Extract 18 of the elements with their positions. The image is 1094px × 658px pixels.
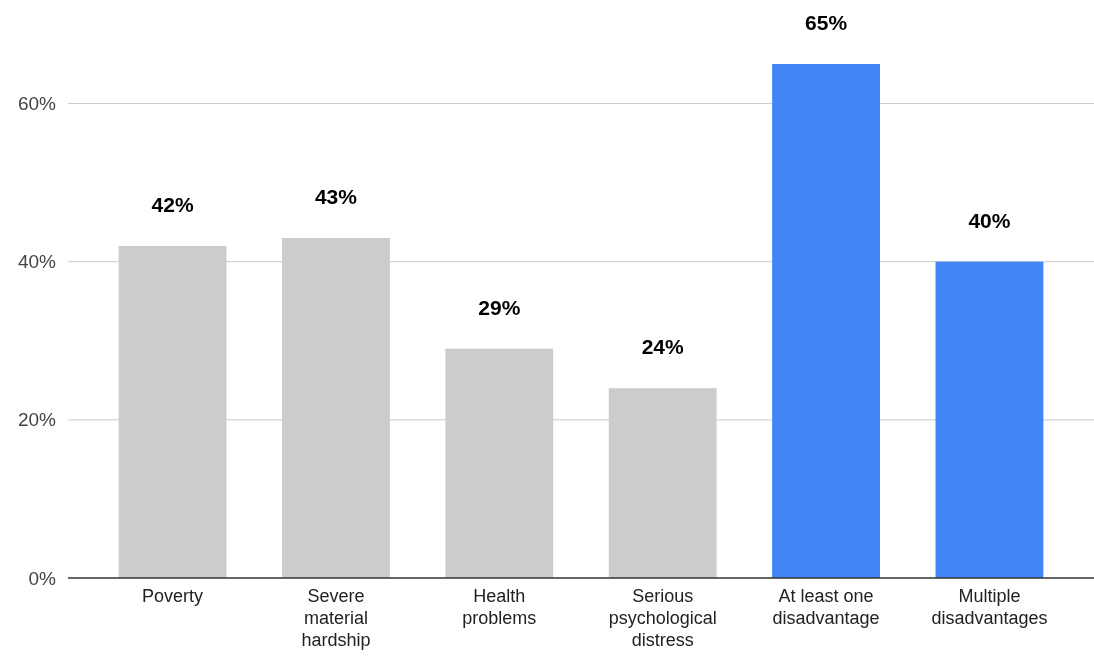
x-tick-label: Serious psychological distress (608, 586, 717, 650)
data-label: 65% (805, 11, 848, 34)
y-tick-label: 40% (17, 251, 57, 273)
bar (935, 261, 1044, 578)
data-label: 43% (314, 184, 358, 208)
y-tick-label: 0% (28, 567, 57, 589)
x-tick-label: Severe material hardship (301, 586, 371, 650)
bar (772, 64, 880, 578)
data-label: 29% (478, 295, 521, 319)
x-tick-label: Multiple disadvantages (931, 586, 1048, 628)
y-tick-label: 60% (17, 93, 57, 115)
x-tick-label: Poverty (142, 586, 204, 606)
data-label: 42% (151, 192, 194, 216)
data-label: 24% (641, 335, 685, 359)
data-label: 40% (968, 208, 1011, 232)
x-tick-label: At least one disadvantage (772, 586, 880, 628)
x-tick-label: Health problems (462, 586, 537, 628)
y-tick-label: 20% (17, 409, 57, 431)
